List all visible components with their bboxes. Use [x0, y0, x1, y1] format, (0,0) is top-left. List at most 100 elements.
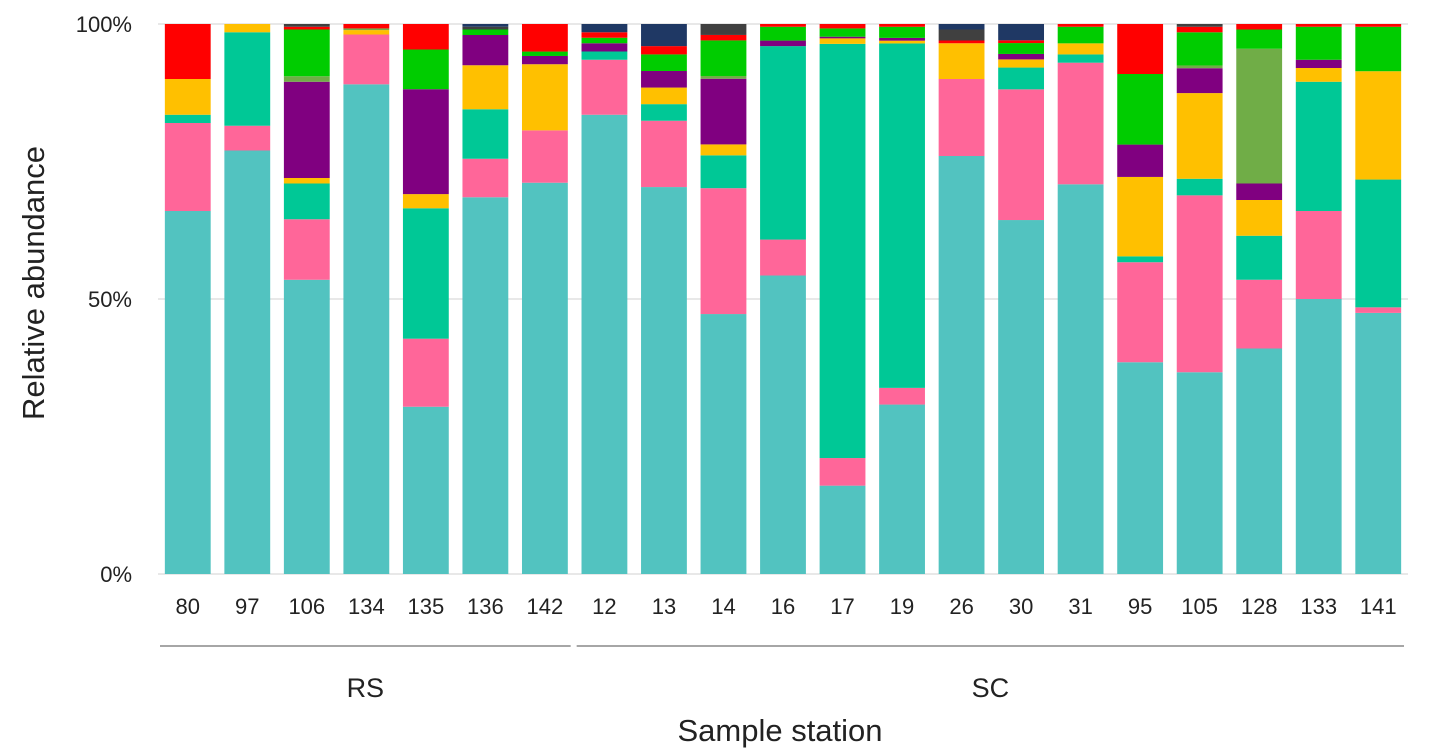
- bar-segment-128-5: [1236, 48, 1283, 184]
- bar-segment-136-6: [462, 29, 509, 35]
- bar-segment-106-7: [283, 26, 330, 30]
- bar-segment-106-5: [283, 76, 330, 82]
- bar-segment-136-8: [462, 26, 509, 30]
- bar-segment-128-6: [1236, 29, 1283, 49]
- bar-segment-13-2: [641, 104, 687, 121]
- bar-segment-128-1: [1236, 279, 1283, 349]
- bar-segment-105-4: [1176, 68, 1223, 94]
- bar-segment-26-0: [938, 156, 985, 574]
- bar-segment-128-0: [1236, 348, 1283, 574]
- x-tick-label-142: 142: [527, 594, 564, 619]
- bar-segment-19-0: [879, 404, 925, 574]
- bar-segment-80-0: [164, 211, 211, 574]
- x-tick-label-16: 16: [771, 594, 795, 619]
- bar-segment-80-7: [164, 24, 211, 79]
- bar-stack-13: [641, 24, 687, 574]
- bar-segment-134-7: [343, 24, 390, 29]
- bar-segment-16-7: [760, 24, 806, 27]
- x-tick-label-19: 19: [890, 594, 914, 619]
- bar-segment-106-8: [283, 24, 330, 27]
- bar-segment-105-8: [1176, 24, 1223, 27]
- bar-stack-97: [224, 24, 271, 574]
- bar-segment-80-3: [164, 79, 211, 115]
- bar-segment-12-7: [581, 32, 628, 38]
- bar-segment-17-7: [819, 24, 866, 29]
- bar-segment-31-6: [1057, 26, 1104, 44]
- group-label-SC: SC: [972, 673, 1010, 703]
- bar-segment-13-6: [641, 54, 687, 71]
- bar-segment-19-4: [879, 37, 925, 41]
- bar-stack-141: [1355, 24, 1402, 574]
- y-tick-label-1: 50%: [88, 287, 132, 312]
- bar-segment-31-2: [1057, 54, 1104, 63]
- bar-segment-135-1: [402, 338, 449, 407]
- bar-segment-142-3: [521, 64, 568, 131]
- x-tick-label-135: 135: [407, 594, 444, 619]
- x-tick-label-31: 31: [1068, 594, 1092, 619]
- bar-segment-26-9: [938, 24, 985, 30]
- bar-segment-17-3: [819, 38, 866, 44]
- group-label-RS: RS: [347, 673, 385, 703]
- x-tick-label-12: 12: [592, 594, 616, 619]
- bar-segment-106-4: [283, 81, 330, 178]
- bar-segment-12-9: [581, 24, 628, 33]
- bar-segment-134-0: [343, 84, 390, 574]
- bar-segment-19-6: [879, 26, 925, 38]
- y-axis-ticks: 0% 50% 100%: [76, 12, 132, 587]
- bar-stack-30: [998, 24, 1045, 575]
- bar-segment-16-6: [760, 26, 806, 41]
- bar-segment-105-2: [1176, 178, 1223, 196]
- bar-segment-105-3: [1176, 93, 1223, 179]
- bar-segment-142-0: [521, 182, 568, 574]
- bar-segment-12-2: [581, 51, 628, 60]
- x-tick-label-14: 14: [711, 594, 735, 619]
- bar-segment-142-7: [521, 24, 568, 52]
- bar-segment-30-9: [998, 24, 1045, 41]
- bar-segment-141-2: [1355, 179, 1402, 308]
- x-tick-label-97: 97: [235, 594, 259, 619]
- bar-segment-136-0: [462, 197, 509, 574]
- bar-segment-14-0: [700, 314, 747, 574]
- bar-stack-17: [819, 24, 866, 574]
- bar-segment-135-3: [402, 194, 449, 209]
- bar-stack-105: [1176, 24, 1223, 574]
- bar-segment-80-1: [164, 123, 211, 211]
- bar-segment-136-4: [462, 35, 509, 66]
- bar-segment-30-6: [998, 43, 1045, 54]
- bar-segment-135-6: [402, 49, 449, 90]
- y-axis-title: Relative abundance: [16, 146, 51, 420]
- bar-segment-134-3: [343, 30, 390, 35]
- bar-segment-19-3: [879, 40, 925, 44]
- bar-segment-105-0: [1176, 372, 1223, 574]
- bar-stack-142: [521, 24, 568, 574]
- bar-segment-30-3: [998, 59, 1045, 68]
- bar-segment-95-0: [1117, 362, 1164, 574]
- bar-segment-105-6: [1176, 32, 1223, 66]
- bar-segment-142-6: [521, 51, 568, 56]
- y-tick-label-0: 0%: [100, 562, 132, 587]
- bar-stack-106: [283, 24, 330, 574]
- bar-segment-95-6: [1117, 74, 1164, 145]
- bar-segment-136-3: [462, 65, 509, 110]
- x-tick-label-106: 106: [288, 594, 325, 619]
- bar-segment-16-4: [760, 40, 806, 47]
- x-tick-label-30: 30: [1009, 594, 1033, 619]
- bar-segment-26-7: [938, 40, 985, 44]
- bar-segment-13-4: [641, 70, 687, 88]
- bar-segment-13-9: [641, 24, 687, 47]
- bar-segment-31-1: [1057, 62, 1104, 185]
- bar-segment-97-1: [224, 125, 271, 151]
- x-tick-label-17: 17: [830, 594, 854, 619]
- bar-segment-135-7: [402, 24, 449, 50]
- bar-segment-141-0: [1355, 312, 1402, 574]
- x-tick-label-128: 128: [1241, 594, 1278, 619]
- bar-segment-142-1: [521, 130, 568, 183]
- bar-segment-106-2: [283, 183, 330, 220]
- bar-stack-133: [1295, 24, 1342, 574]
- x-axis-title: Sample station: [677, 713, 882, 748]
- bar-segment-135-2: [402, 208, 449, 339]
- bar-segment-141-3: [1355, 71, 1402, 180]
- bar-stack-134: [343, 24, 390, 574]
- bar-segment-31-3: [1057, 43, 1104, 55]
- bar-segment-128-4: [1236, 183, 1283, 200]
